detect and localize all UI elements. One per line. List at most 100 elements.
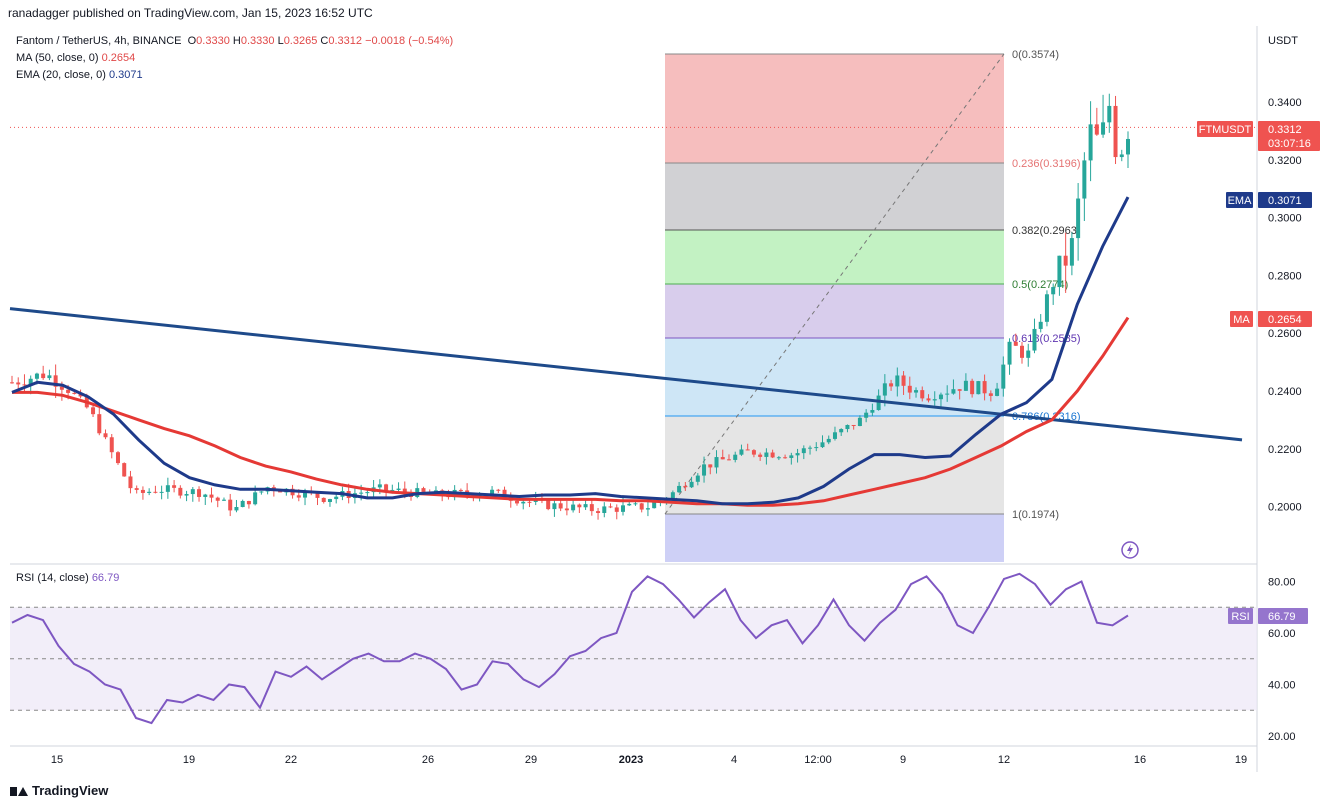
candle-body bbox=[1107, 105, 1112, 123]
price-tick: 0.2800 bbox=[1268, 270, 1302, 282]
rsi-tick: 60.00 bbox=[1268, 628, 1296, 640]
symbol-legend: Fantom / TetherUS, 4h, BINANCE O0.3330 H… bbox=[16, 35, 453, 47]
candle-body bbox=[134, 488, 139, 490]
fib-label-0.236: 0.236(0.3196) bbox=[1012, 158, 1081, 170]
candle-body bbox=[546, 499, 551, 510]
candle-body bbox=[895, 375, 900, 387]
candle-body bbox=[66, 389, 71, 393]
candle-body bbox=[253, 492, 258, 505]
candle-body bbox=[882, 383, 887, 396]
candle-body bbox=[558, 503, 563, 509]
candle-body bbox=[527, 501, 532, 503]
candle-body bbox=[745, 449, 750, 451]
candle-body bbox=[1057, 255, 1062, 288]
candle-body bbox=[109, 437, 114, 453]
ema-legend[interactable]: EMA (20, close, 0) 0.3071 bbox=[16, 69, 143, 81]
candle-body bbox=[814, 447, 819, 449]
time-tick: 26 bbox=[422, 754, 434, 766]
candle-body bbox=[1013, 341, 1018, 346]
candle-body bbox=[689, 481, 694, 488]
candle-body bbox=[764, 452, 769, 457]
svg-text:EMA: EMA bbox=[1228, 195, 1253, 207]
candle-body bbox=[820, 442, 825, 448]
candle-body bbox=[53, 375, 58, 387]
candle-body bbox=[652, 502, 657, 509]
rsi-badge-value: 66.79 bbox=[1258, 608, 1308, 624]
candle-body bbox=[377, 484, 382, 488]
ma-badge-value: 0.2654 bbox=[1258, 311, 1312, 327]
candle-body bbox=[708, 464, 713, 468]
ma-badge-label: MA bbox=[1230, 311, 1253, 327]
candle-body bbox=[564, 508, 569, 511]
tradingview-brand: TradingView bbox=[32, 783, 109, 798]
candle-body bbox=[839, 429, 844, 433]
candle-body bbox=[240, 500, 245, 508]
candle-body bbox=[16, 382, 21, 385]
candle-body bbox=[982, 381, 987, 394]
candle-body bbox=[926, 398, 931, 401]
price-change: −0.0018 (−0.54%) bbox=[365, 35, 454, 47]
candle-body bbox=[1126, 138, 1130, 155]
candle-body bbox=[914, 390, 919, 393]
ma-legend-value: 0.2654 bbox=[101, 52, 136, 64]
svg-text:FTMUSDT: FTMUSDT bbox=[1199, 124, 1252, 136]
candle-body bbox=[596, 511, 601, 513]
candle-body bbox=[1113, 105, 1118, 158]
candle-body bbox=[995, 388, 1000, 396]
candle-body bbox=[751, 450, 756, 455]
candle-body bbox=[190, 489, 195, 495]
candle-body bbox=[826, 438, 831, 443]
candle-body bbox=[396, 488, 401, 490]
ema20-line bbox=[11, 196, 1130, 506]
time-tick: 15 bbox=[51, 754, 63, 766]
candle-body bbox=[1026, 350, 1031, 358]
candle-body bbox=[72, 392, 77, 394]
candle-body bbox=[122, 463, 127, 477]
candle-body bbox=[857, 417, 862, 427]
svg-text:RSI: RSI bbox=[1231, 611, 1249, 623]
descending-trendline bbox=[9, 307, 1243, 442]
ohlc-low: L0.3265 bbox=[277, 35, 318, 47]
fib-zone-0.382 bbox=[665, 230, 1004, 284]
candle-body bbox=[864, 412, 869, 418]
candle-body bbox=[639, 503, 644, 510]
ma-legend[interactable]: MA (50, close, 0) 0.2654 bbox=[16, 52, 135, 64]
candle-body bbox=[390, 489, 395, 491]
candle-body bbox=[1088, 124, 1093, 161]
svg-text:0.3071: 0.3071 bbox=[1268, 195, 1302, 207]
candle-body bbox=[515, 500, 520, 504]
candle-body bbox=[490, 489, 495, 495]
candle-body bbox=[115, 452, 120, 464]
publisher-header: ranadagger published on TradingView.com,… bbox=[8, 6, 373, 20]
candle-body bbox=[221, 499, 226, 501]
candle-body bbox=[228, 499, 233, 511]
alert-lightning-icon bbox=[1121, 541, 1139, 559]
candle-body bbox=[776, 457, 781, 459]
candle-body bbox=[932, 399, 937, 401]
time-tick: 16 bbox=[1134, 754, 1146, 766]
candle-body bbox=[876, 395, 881, 411]
candle-body bbox=[140, 489, 145, 493]
candle-body bbox=[702, 464, 707, 476]
fib-label-1: 1(0.1974) bbox=[1012, 509, 1059, 521]
candle-body bbox=[677, 485, 682, 493]
rsi-legend[interactable]: RSI (14, close) 66.79 bbox=[16, 572, 119, 584]
candle-body bbox=[714, 457, 719, 468]
candle-body bbox=[970, 380, 975, 395]
tradingview-footer[interactable]: TradingView bbox=[10, 783, 108, 798]
candle-body bbox=[296, 495, 301, 498]
time-tick: 9 bbox=[900, 754, 906, 766]
candle-body bbox=[1020, 345, 1025, 358]
time-tick: 2023 bbox=[619, 754, 643, 766]
candle-body bbox=[907, 385, 912, 393]
candle-body bbox=[739, 449, 744, 455]
rsi-legend-label: RSI (14, close) bbox=[16, 572, 89, 584]
candle-body bbox=[97, 414, 102, 434]
fib-zone-0.5 bbox=[665, 284, 1004, 338]
candle-body bbox=[1101, 122, 1106, 135]
candle-body bbox=[172, 485, 177, 488]
candle-body bbox=[795, 453, 800, 456]
candle-body bbox=[28, 378, 33, 386]
candle-body bbox=[633, 503, 638, 505]
